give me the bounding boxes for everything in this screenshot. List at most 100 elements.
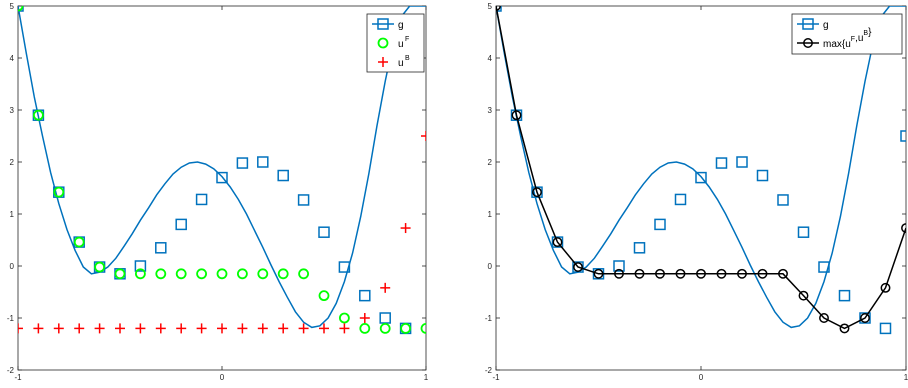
uF-circle-marker [277,268,289,280]
uB-plus-marker [278,323,289,334]
x-tick-label: 0 [220,373,225,382]
y-tick-label: 3 [488,106,493,115]
x-tick-label: 1 [904,373,908,382]
uF-circle-marker [33,109,44,121]
max-u-circle-marker [798,290,809,301]
max-u-circle-marker [737,268,747,279]
g-square-marker [236,157,249,169]
max-u-circle-marker [675,268,686,279]
uF-circle-marker [257,268,269,280]
x-tick-label: -1 [492,373,500,382]
legend-label-uB-sup: B [405,55,410,62]
plot-area [496,6,906,335]
uF-circle-marker [114,268,126,280]
g-square-marker [359,289,371,302]
legend-g-square [377,18,389,30]
uB-plus-marker [176,323,187,334]
legend-label-max: max{uF,uB} [823,27,872,50]
uB-plus-marker [400,223,411,234]
g-square-marker [900,130,906,142]
legend-label-g: g [823,20,829,31]
max-u-circle-marker [716,268,727,279]
uB-plus-marker [155,323,166,334]
legend-label-uB: u [398,58,404,69]
uB-plus-marker [421,131,426,141]
max-u-circle-marker [696,268,706,279]
max-u-circle-marker [901,223,906,233]
legend-g-square [802,18,814,30]
g-square-marker [756,169,769,182]
uB-plus-marker [33,323,44,334]
y-tick-label: -1 [485,314,493,323]
y-tick-label: 3 [10,106,15,115]
g-series-line [18,6,426,329]
max-u-circle-marker [839,323,850,334]
g-square-marker [216,171,228,184]
legend-max-circle [803,38,813,48]
uB-plus-marker [135,323,146,334]
max-u-circle-marker [573,262,583,272]
max-u-circle-marker [552,237,563,248]
max-u-circle-marker [778,268,788,279]
x-tick-label: 0 [699,373,704,382]
max-u-circle-marker [757,268,768,279]
uF-circle-marker [94,261,105,273]
uB-plus-marker [298,323,309,334]
uF-circle-marker [196,268,208,280]
legend-label-g: g [398,20,404,31]
x-tick-label: -1 [14,373,22,382]
uF-circle-marker [175,268,187,280]
max-u-circle-marker [532,187,542,198]
uB-plus-marker [53,323,64,334]
g-square-marker [695,171,707,184]
g-square-marker [297,194,310,206]
legend-label-uF-sup: F [405,36,409,43]
uF-circle-marker [318,290,330,302]
y-tick-label: 4 [10,54,15,63]
uB-plus-marker [257,323,268,334]
g-square-marker [134,260,147,272]
g-series-line [496,6,906,329]
g-square-marker [859,312,871,324]
uF-circle-marker [134,268,146,280]
max-u-circle-marker [634,268,645,279]
uF-circle-marker [236,268,248,280]
y-tick-label: -2 [485,366,493,375]
uB-plus-marker [196,323,207,334]
uB-plus-marker [74,323,85,334]
g-square-marker [715,157,728,169]
max-u-circle-marker [614,268,624,279]
g-square-marker [572,261,584,273]
y-tick-label: 0 [488,262,493,271]
g-square-marker [551,236,564,248]
y-tick-label: -2 [7,366,15,375]
g-square-marker [674,193,687,206]
g-square-marker [777,194,789,206]
legend-box [366,13,425,73]
axes-frame [495,5,907,371]
uB-plus-marker [237,323,248,334]
uF-circle-marker [155,268,167,280]
g-square-marker [633,242,646,254]
uB-plus-marker [380,282,391,293]
y-tick-label: 1 [488,210,493,219]
uB-plus-marker [94,323,105,334]
g-square-marker [510,109,523,121]
y-tick-label: -1 [7,314,15,323]
max-u-circle-marker [860,313,870,323]
uB-plus-marker [319,323,329,334]
max-u-circle-marker [819,313,829,323]
g-square-marker [257,156,269,168]
max-u-circle-marker [655,268,665,279]
g-square-marker [838,289,851,302]
uF-circle-marker [420,323,426,334]
y-tick-label: 4 [488,54,493,63]
uF-circle-marker [216,268,228,280]
g-square-marker [531,186,543,198]
y-tick-label: 5 [10,2,15,11]
legend: gu Fu B [366,13,425,73]
